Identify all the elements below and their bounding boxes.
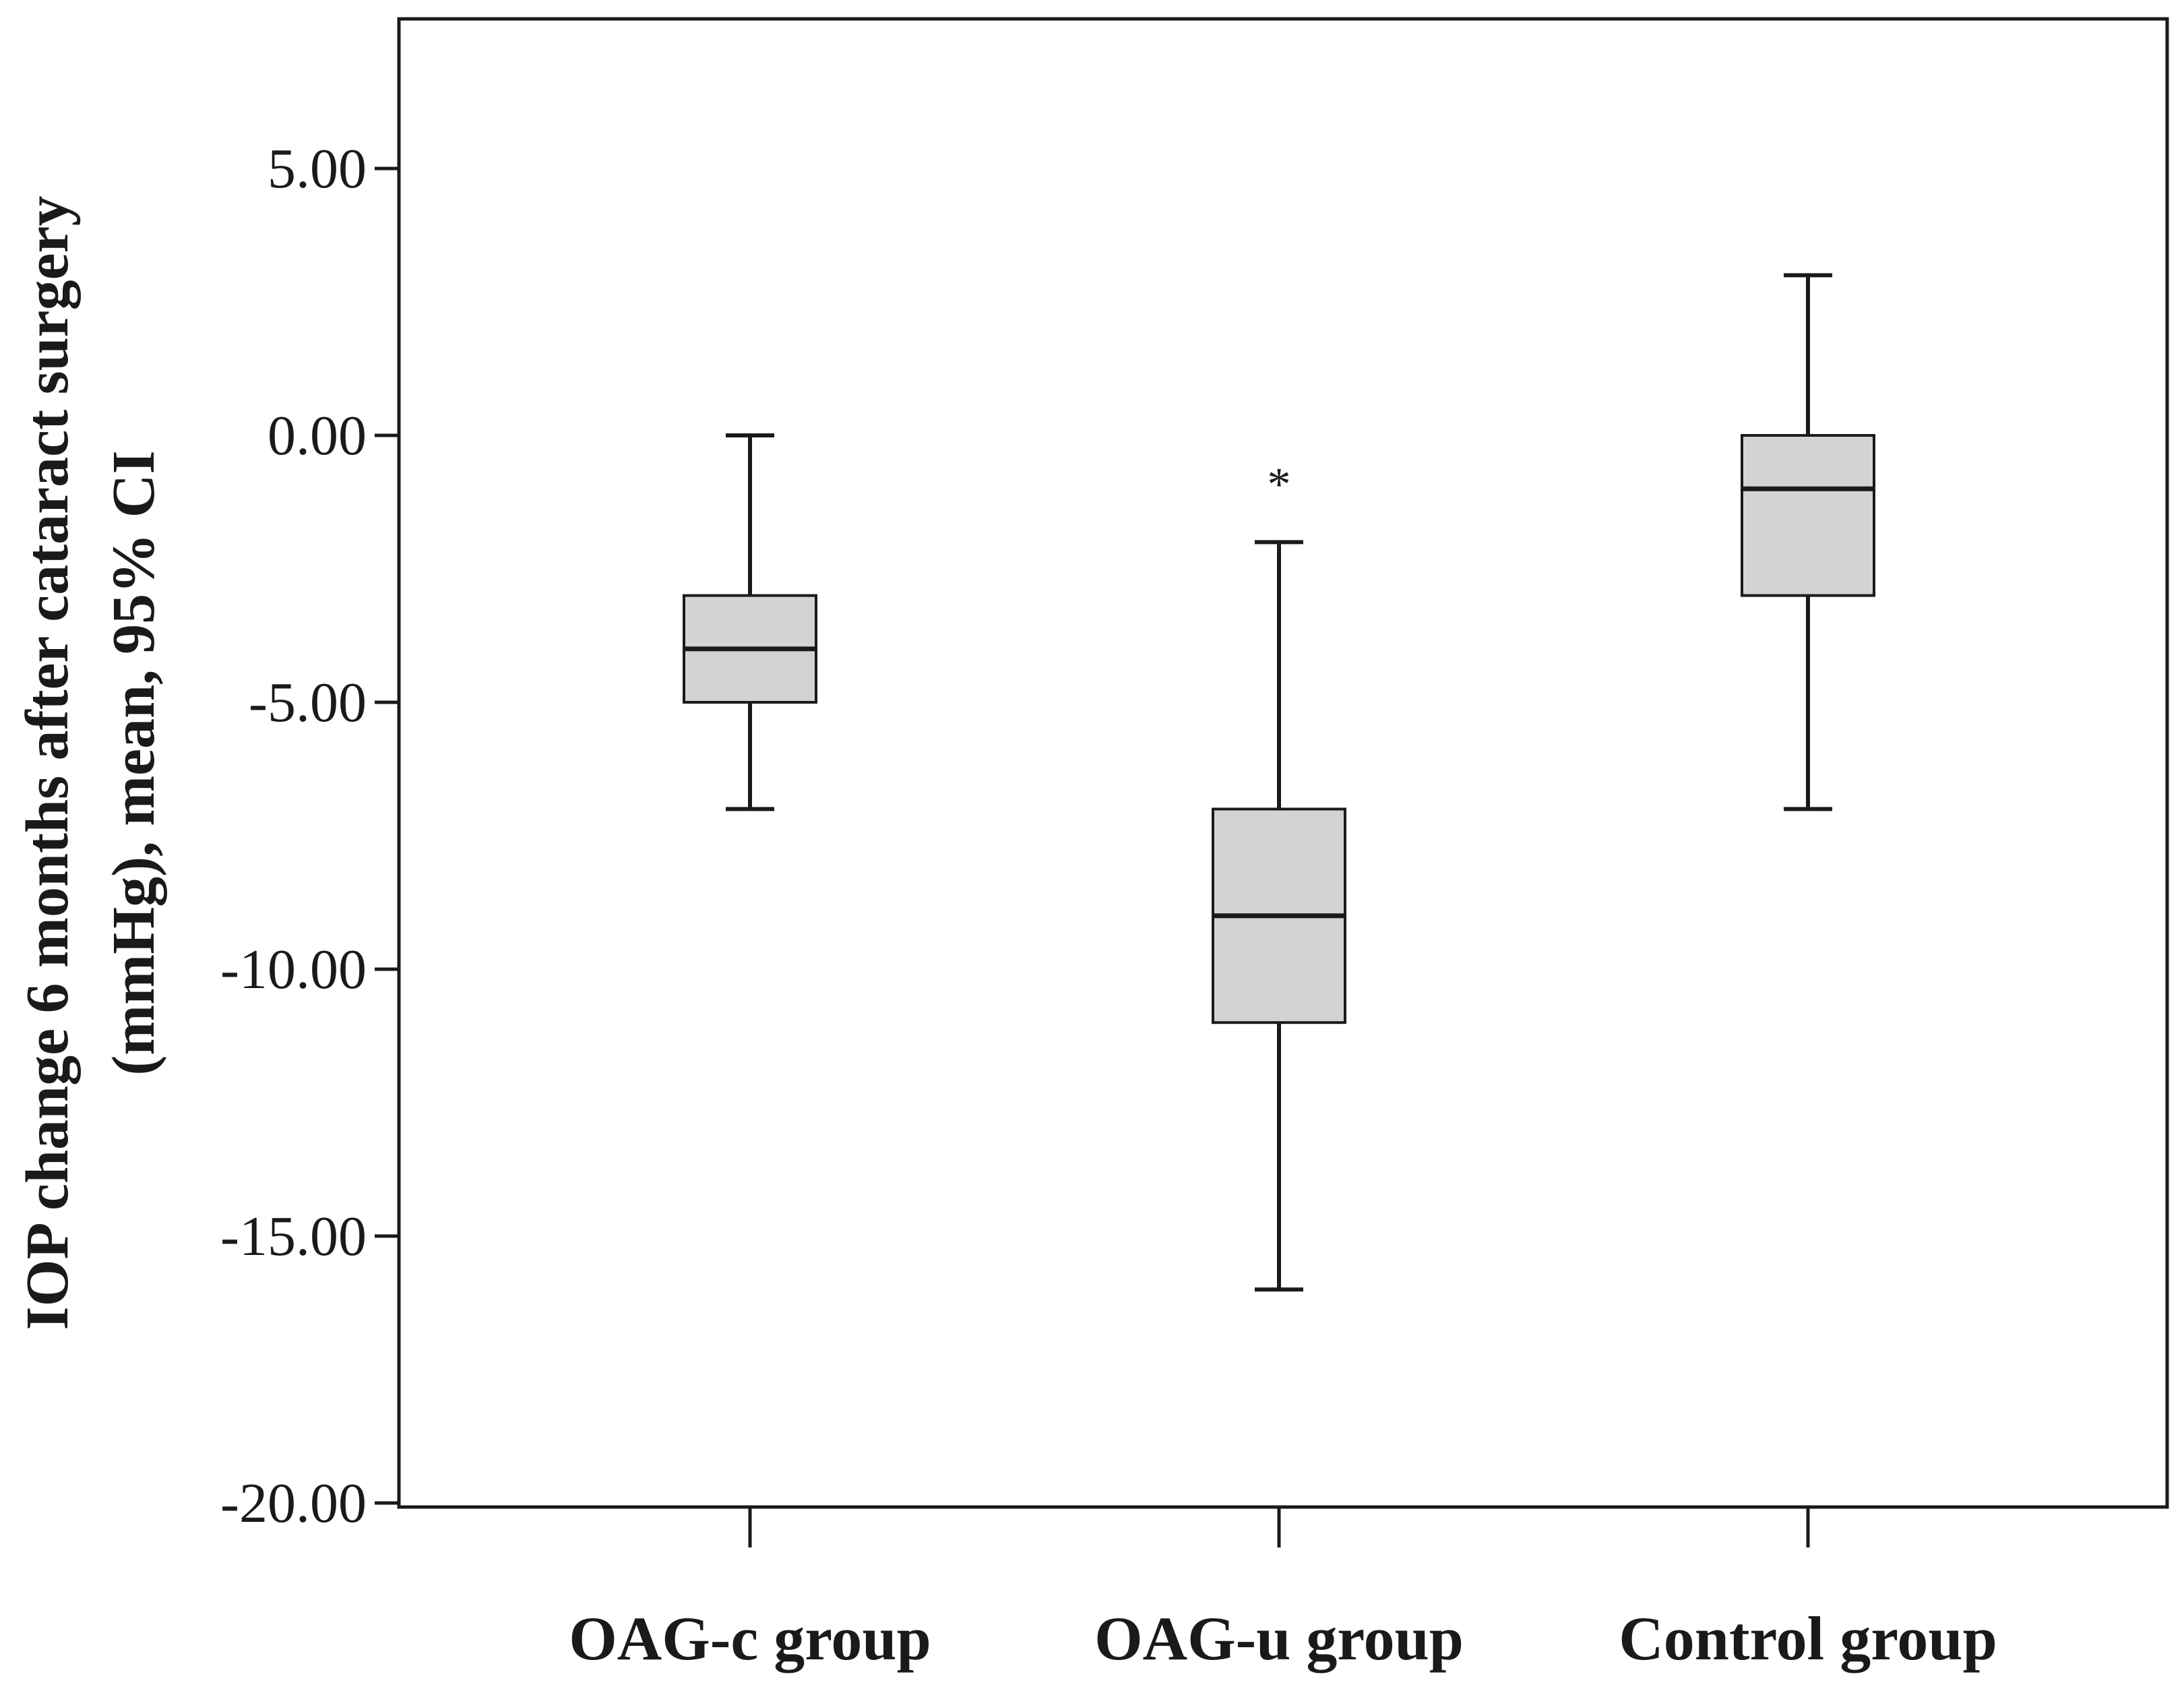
x-axis: OAG-c group OAG-u group Control group: [569, 1507, 1997, 1673]
box-group-1: *: [1212, 459, 1346, 1292]
iqr-box-2: [1741, 434, 1875, 597]
y-tick-label-2: -5.00: [249, 671, 367, 734]
y-tick-label-4: -15.00: [220, 1205, 367, 1268]
x-category-label-0: OAG-c group: [569, 1604, 931, 1673]
box-group-2: [1741, 273, 1875, 811]
y-tick-label-1: 0.00: [268, 404, 367, 467]
box-group-0: [683, 433, 817, 811]
y-tick-label-3: -10.00: [220, 938, 367, 1001]
y-axis-title-line-2: (mmHg), mean, 95% CI: [100, 450, 167, 1075]
y-tick-label-0: 5.00: [268, 137, 367, 200]
y-tick-label-5: -20.00: [220, 1472, 367, 1535]
y-axis: 5.00 0.00 -5.00 -10.00 -15.00 -20.00: [220, 137, 399, 1535]
y-axis-title-line-1: IOP change 6 months after cataract surge…: [14, 195, 81, 1330]
outlier-marker-1-0: *: [1268, 459, 1291, 511]
plot-frame: [397, 17, 2169, 1509]
x-category-label-1: OAG-u group: [1094, 1604, 1464, 1673]
boxes-layer: *: [683, 273, 1875, 1292]
x-category-label-2: Control group: [1619, 1604, 1997, 1673]
